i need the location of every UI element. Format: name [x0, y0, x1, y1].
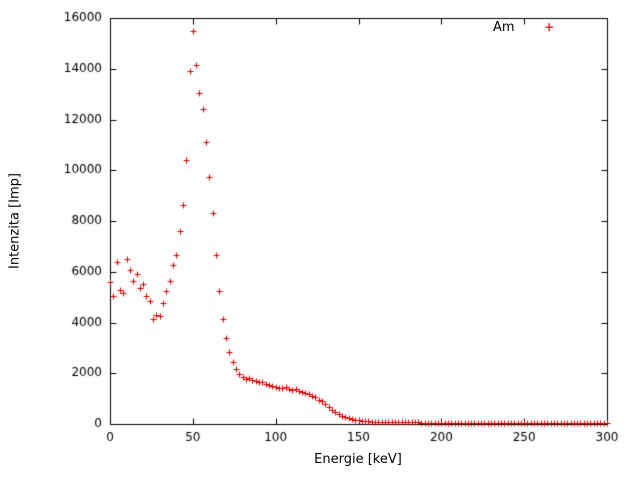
legend-label: Am — [493, 20, 515, 35]
legend: Am + — [493, 18, 554, 36]
y-axis-title: Intenzita [Imp] — [7, 173, 23, 269]
plus-marker-icon: + — [544, 18, 554, 36]
x-axis-title: Energie [keV] — [314, 452, 402, 467]
